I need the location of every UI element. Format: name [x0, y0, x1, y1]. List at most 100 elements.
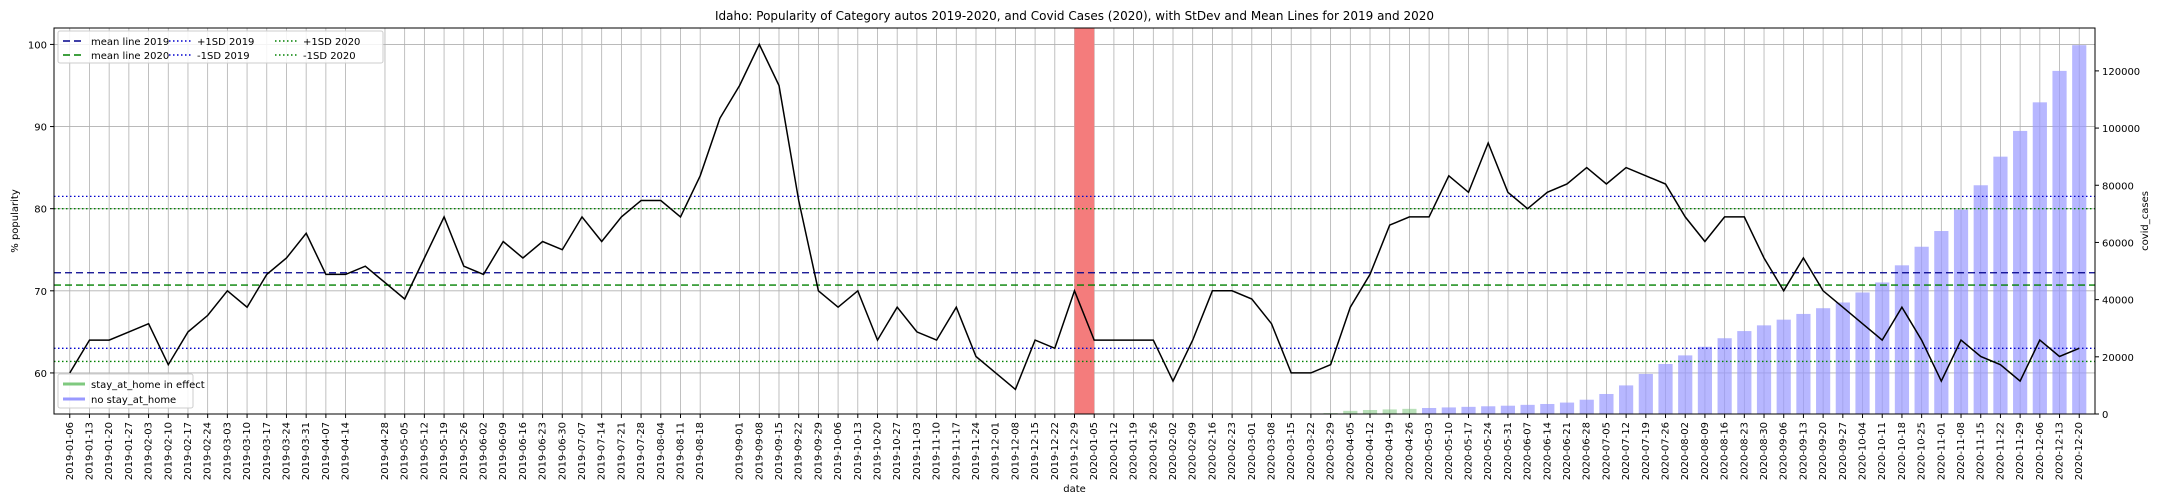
x-tick-label: 2020-11-01: [1936, 422, 1947, 480]
x-tick-label: 2019-12-01: [991, 422, 1002, 480]
x-tick-label: 2019-08-18: [695, 422, 706, 480]
x-tick-label: 2020-07-05: [1601, 422, 1612, 480]
x-tick-label: 2020-03-22: [1306, 422, 1317, 480]
x-tick-label: 2019-09-22: [794, 422, 805, 480]
x-tick-label: 2019-01-13: [84, 422, 95, 480]
x-tick-label: 2019-12-22: [1050, 422, 1061, 480]
covid-bar: [1343, 410, 1358, 414]
y-tick-label-right: 60000: [2102, 238, 2134, 249]
x-tick-label: 2019-02-24: [203, 422, 214, 480]
x-tick-label: 2019-07-21: [616, 422, 627, 480]
covid-bar: [1382, 409, 1397, 414]
popularity-line: [69, 42, 2080, 391]
covid-bar: [1953, 209, 1969, 414]
y-tick-label-right: 80000: [2102, 181, 2134, 192]
x-tick-label: 2019-03-31: [301, 422, 312, 480]
x-tick-label: 2020-08-30: [1759, 422, 1770, 480]
x-tick-label: 2019-03-10: [242, 422, 253, 480]
x-tick-label: 2019-02-17: [183, 422, 194, 480]
covid-bar: [1717, 338, 1732, 414]
covid-bar: [1776, 319, 1791, 414]
x-tick-label: 2019-12-29: [1070, 422, 1081, 480]
popularity-series: [69, 42, 2080, 391]
x-tick-label: 2020-04-05: [1345, 422, 1356, 480]
legend-label: mean line 2019: [91, 37, 169, 48]
x-tick-label: 2020-12-20: [2074, 422, 2085, 480]
covid-bar: [1422, 407, 1437, 414]
covid-bar: [1461, 406, 1476, 414]
x-tick-label: 2020-06-07: [1523, 422, 1534, 480]
covid-bar: [1796, 313, 1811, 414]
x-tick-label: 2020-11-29: [2015, 422, 2026, 480]
x-tick-label: 2020-02-16: [1207, 422, 1218, 480]
x-tick-label: 2020-06-14: [1542, 422, 1553, 480]
covid-bar: [1362, 409, 1378, 414]
x-tick-label: 2020-11-15: [1976, 422, 1987, 480]
x-tick-label: 2019-07-28: [636, 422, 647, 480]
x-tick-label: 2019-10-20: [872, 422, 883, 480]
covid-bar: [1520, 404, 1535, 414]
x-tick-label: 2020-06-21: [1562, 422, 1573, 480]
reference-lines: [54, 195, 2095, 363]
covid-bar: [1559, 402, 1575, 414]
legend-label: mean line 2020: [91, 51, 169, 62]
x-tick-label: 2020-02-09: [1188, 422, 1199, 480]
highlight-band: [1074, 28, 1095, 414]
y-tick-label-left: 70: [34, 287, 47, 298]
legend-reference-lines: mean line 2019 mean line 2020 +1SD 2019 -1S…: [57, 30, 384, 64]
covid-bar: [1835, 302, 1850, 414]
covid-bar: [1934, 231, 1949, 414]
covid-bar: [2072, 45, 2087, 415]
x-tick-label: 2020-01-05: [1089, 422, 1100, 480]
covid-bar: [1599, 393, 1614, 414]
covid-bar: [1481, 406, 1496, 414]
y-tick-label-left: 90: [34, 123, 47, 134]
x-tick-label: 2020-09-20: [1818, 422, 1829, 480]
highlight-rect: [1074, 28, 1095, 414]
covid-bar: [2013, 130, 2028, 414]
x-tick-label: 2019-08-04: [656, 422, 667, 480]
x-tick-label: 2020-08-09: [1700, 422, 1711, 480]
x-tick-label: 2019-05-19: [439, 422, 450, 480]
covid-bar: [1638, 373, 1653, 414]
covid-bar: [1441, 407, 1456, 414]
y-tick-label-right: 100000: [2102, 124, 2140, 135]
x-tick-label: 2019-11-10: [932, 422, 943, 480]
x-tick-label: 2019-11-17: [951, 422, 962, 480]
x-tick-label: 2019-01-06: [65, 422, 76, 480]
legend-label: -1SD 2020: [303, 51, 356, 62]
legend-label: -1SD 2019: [197, 51, 250, 62]
chart-title: Idaho: Popularity of Category autos 2019…: [715, 9, 1434, 23]
x-tick-label: 2020-01-12: [1109, 422, 1120, 480]
covid-bar: [1619, 385, 1634, 414]
x-tick-label: 2019-08-11: [675, 422, 686, 480]
x-tick-label: 2019-02-03: [144, 422, 155, 480]
y-tick-label-right: 0: [2102, 410, 2108, 421]
x-tick-label: 2019-03-17: [262, 422, 273, 480]
x-tick-label: 2019-05-12: [419, 422, 430, 480]
y-tick-label-left: 80: [34, 205, 47, 216]
covid-bar: [1737, 331, 1752, 414]
x-tick-label: 2019-02-10: [163, 422, 174, 480]
x-tick-label: 2019-07-07: [577, 422, 588, 480]
x-tick-label: 2019-03-03: [222, 422, 233, 480]
x-tick-label: 2019-01-20: [104, 422, 115, 480]
y-tick-label-right: 40000: [2102, 296, 2134, 307]
covid-bar: [1855, 292, 1870, 414]
x-tick-label: 2020-06-28: [1582, 422, 1593, 480]
y-axis-label-left: % popularity: [10, 189, 21, 253]
x-tick-label: 2020-04-19: [1385, 422, 1396, 480]
x-tick-label: 2020-12-06: [2035, 422, 2046, 480]
covid-bar: [1500, 405, 1516, 414]
x-tick-label: 2020-08-02: [1680, 422, 1691, 480]
covid-bar: [1973, 185, 1988, 414]
x-tick-label: 2020-05-24: [1483, 422, 1494, 480]
covid-bar: [1894, 265, 1910, 414]
x-tick-label: 2020-10-04: [1858, 422, 1869, 480]
y-tick-label-right: 120000: [2102, 67, 2140, 78]
x-tick-label: 2020-03-01: [1247, 422, 1258, 480]
x-tick-label: 2019-09-08: [754, 422, 765, 480]
x-tick-label: 2019-10-06: [833, 422, 844, 480]
y-tick-label-right: 20000: [2102, 353, 2134, 364]
covid-bar: [1914, 246, 1929, 414]
